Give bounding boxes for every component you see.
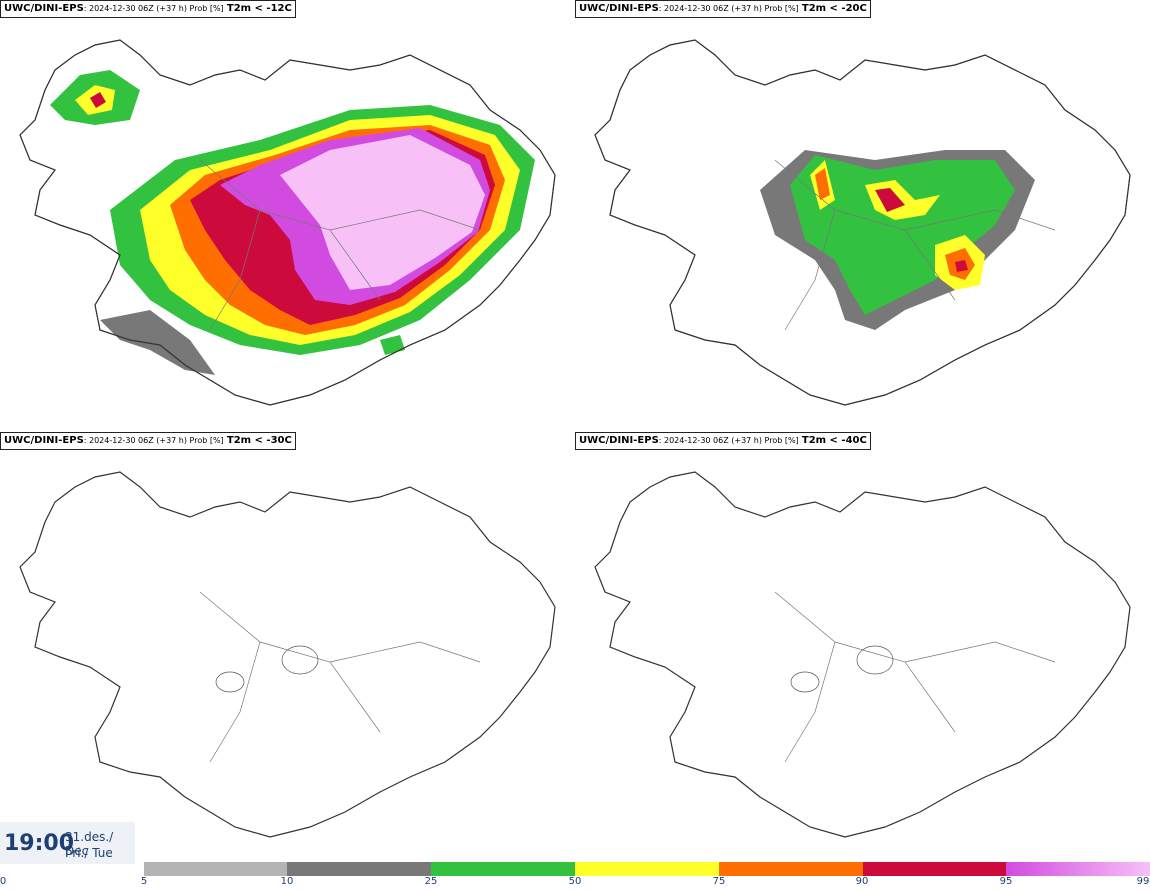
legend-segment-gradient — [1006, 862, 1150, 876]
colorbar-tick: 0 — [0, 876, 7, 887]
panel-title: UWC/DINI-EPS: 2024-12-30 06Z (+37 h) Pro… — [575, 432, 871, 450]
colorbar-ticks: 0 5 10 25 50 75 90 95 99 — [0, 876, 1150, 891]
colorbar-tick: 25 — [424, 876, 438, 887]
legend-segment — [287, 862, 431, 876]
legend-segment — [431, 862, 575, 876]
colorbar-tick: 95 — [999, 876, 1013, 887]
probability-map — [594, 471, 1131, 838]
panel-title: UWC/DINI-EPS: 2024-12-30 06Z (+37 h) Pro… — [0, 0, 296, 18]
colorbar-tick: 5 — [140, 876, 148, 887]
valid-weekday: Þri./ Tue — [65, 846, 113, 860]
map-panel-t2m-40: UWC/DINI-EPS: 2024-12-30 06Z (+37 h) Pro… — [575, 432, 1150, 862]
valid-time: 19:00 — [4, 831, 75, 856]
colorbar-tick: 75 — [712, 876, 726, 887]
colorbar-tick: 99 — [1136, 876, 1150, 887]
legend-segment — [575, 862, 719, 876]
colorbar-tick: 50 — [568, 876, 582, 887]
probability-map — [594, 39, 1131, 406]
probability-map — [19, 471, 556, 838]
map-panel-t2m-20: UWC/DINI-EPS: 2024-12-30 06Z (+37 h) Pro… — [575, 0, 1150, 430]
legend-segment — [863, 862, 1006, 876]
valid-date: 31.des./ Dec — [65, 830, 114, 858]
valid-time-box: 19:00 31.des./ Dec Þri./ Tue — [0, 822, 135, 864]
probability-colorbar — [144, 862, 1150, 876]
probability-map — [19, 39, 556, 406]
legend-segment — [144, 862, 287, 876]
colorbar-tick: 90 — [855, 876, 869, 887]
panel-title: UWC/DINI-EPS: 2024-12-30 06Z (+37 h) Pro… — [575, 0, 871, 18]
legend-segment — [719, 862, 863, 876]
map-panel-t2m-12: UWC/DINI-EPS: 2024-12-30 06Z (+37 h) Pro… — [0, 0, 575, 430]
map-panel-t2m-30: UWC/DINI-EPS: 2024-12-30 06Z (+37 h) Pro… — [0, 432, 575, 862]
colorbar-tick: 10 — [280, 876, 294, 887]
panel-title: UWC/DINI-EPS: 2024-12-30 06Z (+37 h) Pro… — [0, 432, 296, 450]
